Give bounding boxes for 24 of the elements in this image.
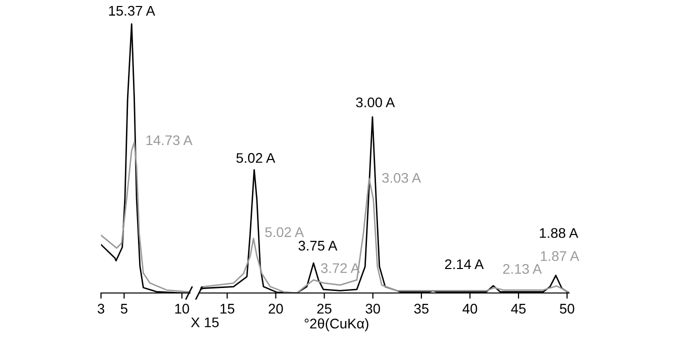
x-tick-label: 20	[268, 304, 283, 314]
x-tick-label: 15	[220, 304, 234, 314]
annotation: 1.87 A	[540, 251, 580, 261]
x-tick-label: 30	[366, 304, 380, 314]
annotation: 3.75 A	[298, 240, 338, 251]
x-tick-label: 45	[511, 304, 526, 314]
annotation: 5.02 A	[265, 227, 304, 238]
annotation: 14.73 A	[146, 135, 192, 146]
x-tick-label: 50	[560, 304, 574, 314]
x-tick-label: 3	[98, 304, 104, 314]
annotation: 2.14 A	[445, 259, 484, 270]
annotation: 3.03 A	[382, 172, 422, 183]
text: X 15	[191, 318, 219, 328]
x-tick-label: 10	[175, 304, 190, 314]
x-tick-label: 5	[120, 304, 128, 314]
x-tick-label: 40	[462, 304, 478, 314]
annotation: 2.13 A	[503, 264, 542, 274]
annotation: 1.88 A	[540, 228, 578, 238]
annotation: 5.02 A	[236, 153, 276, 163]
x-axis-title: °2θ(CuKα)	[304, 318, 368, 332]
annotation: 3.00 A	[356, 97, 395, 108]
x-tick-label: 25	[317, 304, 332, 314]
annotation: 15.37 A	[109, 6, 156, 16]
x-tick-label: 35	[414, 304, 429, 314]
